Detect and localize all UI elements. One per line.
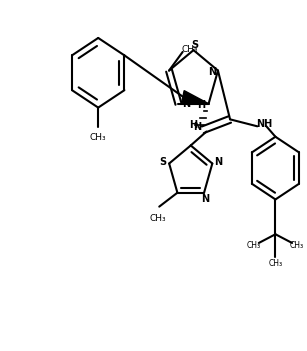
Text: N: N bbox=[182, 99, 190, 109]
Polygon shape bbox=[182, 91, 209, 104]
Text: CH₃: CH₃ bbox=[268, 259, 282, 268]
Text: S: S bbox=[159, 157, 166, 167]
Text: CH₃: CH₃ bbox=[150, 214, 166, 223]
Text: H: H bbox=[189, 120, 197, 130]
Text: CH₃: CH₃ bbox=[181, 45, 198, 54]
Text: H: H bbox=[197, 100, 205, 111]
Text: N: N bbox=[214, 157, 222, 167]
Text: N: N bbox=[193, 122, 201, 132]
Text: N: N bbox=[208, 67, 216, 77]
Text: N: N bbox=[201, 194, 210, 204]
Text: CH₃: CH₃ bbox=[247, 241, 261, 250]
Text: CH₃: CH₃ bbox=[90, 133, 107, 142]
Text: S: S bbox=[192, 40, 199, 50]
Text: CH₃: CH₃ bbox=[290, 241, 304, 250]
Text: NH: NH bbox=[256, 119, 272, 128]
